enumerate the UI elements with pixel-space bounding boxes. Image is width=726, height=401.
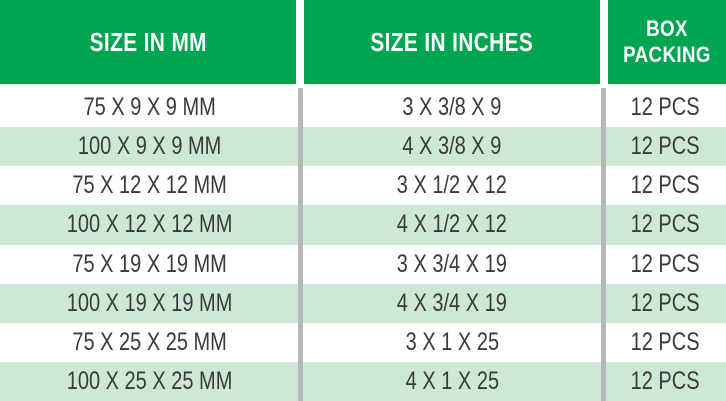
cell-box-packing: 12 PCS [604, 323, 726, 362]
cell-size-mm: 100 X 25 X 25 MM [0, 362, 300, 401]
cell-box-packing-value: 12 PCS [630, 249, 700, 278]
table-row: 75 X 12 X 12 MM 3 X 1/2 X 12 12 PCS [0, 166, 726, 205]
column-header-size-mm: SIZE IN MM [0, 0, 296, 84]
cell-box-packing-value: 12 PCS [630, 366, 700, 395]
cell-size-inches-value: 3 X 3/8 X 9 [402, 93, 502, 122]
cell-box-packing: 12 PCS [604, 127, 726, 166]
column-divider [298, 88, 303, 401]
cell-size-mm-value: 75 X 12 X 12 MM [72, 171, 228, 200]
cell-size-mm: 100 X 12 X 12 MM [0, 205, 300, 244]
table-row: 100 X 25 X 25 MM 4 X 1 X 25 12 PCS [0, 361, 726, 401]
table-row: 75 X 9 X 9 MM 3 X 3/8 X 9 12 PCS [0, 88, 726, 127]
cell-size-inches: 3 X 1/2 X 12 [300, 166, 604, 205]
cell-size-inches-value: 3 X 3/4 X 19 [396, 249, 508, 278]
cell-size-inches-value: 3 X 1 X 25 [405, 327, 499, 356]
cell-box-packing-value: 12 PCS [630, 327, 700, 356]
cell-size-mm: 75 X 19 X 19 MM [0, 245, 300, 284]
table-row: 75 X 25 X 25 MM 3 X 1 X 25 12 PCS [0, 323, 726, 362]
cell-size-inches: 3 X 1 X 25 [300, 323, 604, 362]
cell-box-packing-value: 12 PCS [630, 288, 700, 317]
cell-size-inches: 4 X 3/8 X 9 [300, 127, 604, 166]
column-header-size-inches-label: SIZE IN INCHES [370, 26, 534, 57]
cell-size-inches: 4 X 3/4 X 19 [300, 284, 604, 323]
column-header-size-mm-label: SIZE IN MM [89, 26, 207, 57]
cell-size-mm: 100 X 19 X 19 MM [0, 284, 300, 323]
cell-size-inches-value: 4 X 3/8 X 9 [402, 132, 502, 161]
cell-size-inches-value: 4 X 1/2 X 12 [396, 210, 508, 239]
column-divider [601, 88, 606, 401]
column-header-size-inches: SIZE IN INCHES [304, 0, 600, 84]
table-row: 75 X 19 X 19 MM 3 X 3/4 X 19 12 PCS [0, 245, 726, 284]
cell-size-inches: 3 X 3/4 X 19 [300, 245, 604, 284]
cell-size-mm: 100 X 9 X 9 MM [0, 127, 300, 166]
cell-box-packing: 12 PCS [604, 284, 726, 323]
cell-size-inches-value: 4 X 3/4 X 19 [396, 288, 508, 317]
cell-size-inches: 4 X 1/2 X 12 [300, 205, 604, 244]
table-row: 100 X 12 X 12 MM 4 X 1/2 X 12 12 PCS [0, 205, 726, 245]
cell-size-mm: 75 X 25 X 25 MM [0, 323, 300, 362]
cell-size-inches-value: 4 X 1 X 25 [405, 366, 499, 395]
cell-size-mm-value: 100 X 19 X 19 MM [67, 288, 233, 317]
cell-size-mm: 75 X 9 X 9 MM [0, 88, 300, 127]
table-body: 75 X 9 X 9 MM 3 X 3/8 X 9 12 PCS 100 X 9… [0, 88, 726, 401]
cell-box-packing-value: 12 PCS [630, 93, 700, 122]
cell-box-packing-value: 12 PCS [630, 132, 700, 161]
table-row: 100 X 19 X 19 MM 4 X 3/4 X 19 12 PCS [0, 283, 726, 323]
cell-size-mm-value: 100 X 25 X 25 MM [67, 366, 233, 395]
column-header-box-packing: BOX PACKING [608, 0, 726, 84]
cell-box-packing: 12 PCS [604, 166, 726, 205]
table-header-row: SIZE IN MM SIZE IN INCHES BOX PACKING [0, 0, 726, 84]
cell-box-packing: 12 PCS [604, 362, 726, 401]
cell-box-packing: 12 PCS [604, 245, 726, 284]
cell-size-mm-value: 100 X 12 X 12 MM [67, 210, 233, 239]
column-header-box-packing-label: BOX PACKING [623, 16, 711, 67]
cell-box-packing-value: 12 PCS [630, 171, 700, 200]
cell-size-inches: 4 X 1 X 25 [300, 362, 604, 401]
cell-size-mm-value: 75 X 19 X 19 MM [72, 249, 228, 278]
table-row: 100 X 9 X 9 MM 4 X 3/8 X 9 12 PCS [0, 127, 726, 167]
cell-box-packing: 12 PCS [604, 88, 726, 127]
cell-size-mm-value: 75 X 9 X 9 MM [83, 93, 217, 122]
cell-size-mm-value: 100 X 9 X 9 MM [78, 132, 222, 161]
cell-box-packing-value: 12 PCS [630, 210, 700, 239]
cell-size-inches: 3 X 3/8 X 9 [300, 88, 604, 127]
cell-size-inches-value: 3 X 1/2 X 12 [396, 171, 508, 200]
cell-size-mm-value: 75 X 25 X 25 MM [72, 327, 228, 356]
cell-box-packing: 12 PCS [604, 205, 726, 244]
cell-size-mm: 75 X 12 X 12 MM [0, 166, 300, 205]
